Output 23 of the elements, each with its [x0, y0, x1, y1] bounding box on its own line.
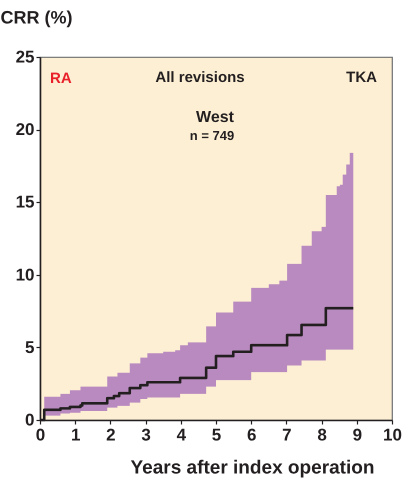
y-tick-label: 20 — [16, 120, 34, 140]
x-tick-label: 8 — [317, 426, 327, 444]
y-axis-title: CRR (%) — [0, 8, 72, 28]
x-axis-title: Years after index operation — [130, 458, 374, 478]
y-tick-label: 25 — [16, 48, 34, 66]
y-tick-label: 5 — [25, 338, 34, 357]
x-tick-label: 2 — [106, 426, 116, 444]
x-tick-label: 3 — [141, 426, 151, 444]
x-tick-label: 4 — [176, 426, 187, 444]
annotation: TKA — [346, 69, 378, 86]
x-tick-label: 7 — [282, 426, 292, 444]
annotation: n = 749 — [190, 128, 234, 143]
y-tick-label: 10 — [16, 265, 34, 284]
x-tick-label: 5 — [212, 426, 222, 444]
annotation: West — [196, 109, 235, 126]
y-tick-label: 0 — [25, 410, 34, 430]
annotation: All revisions — [155, 69, 245, 86]
y-tick-label: 15 — [16, 192, 34, 212]
x-tick-label: 10 — [383, 426, 402, 444]
annotation: RA — [50, 70, 72, 87]
x-tick-label: 6 — [246, 426, 256, 444]
x-tick-label: 1 — [70, 426, 80, 444]
x-tick-label: 9 — [352, 426, 362, 444]
